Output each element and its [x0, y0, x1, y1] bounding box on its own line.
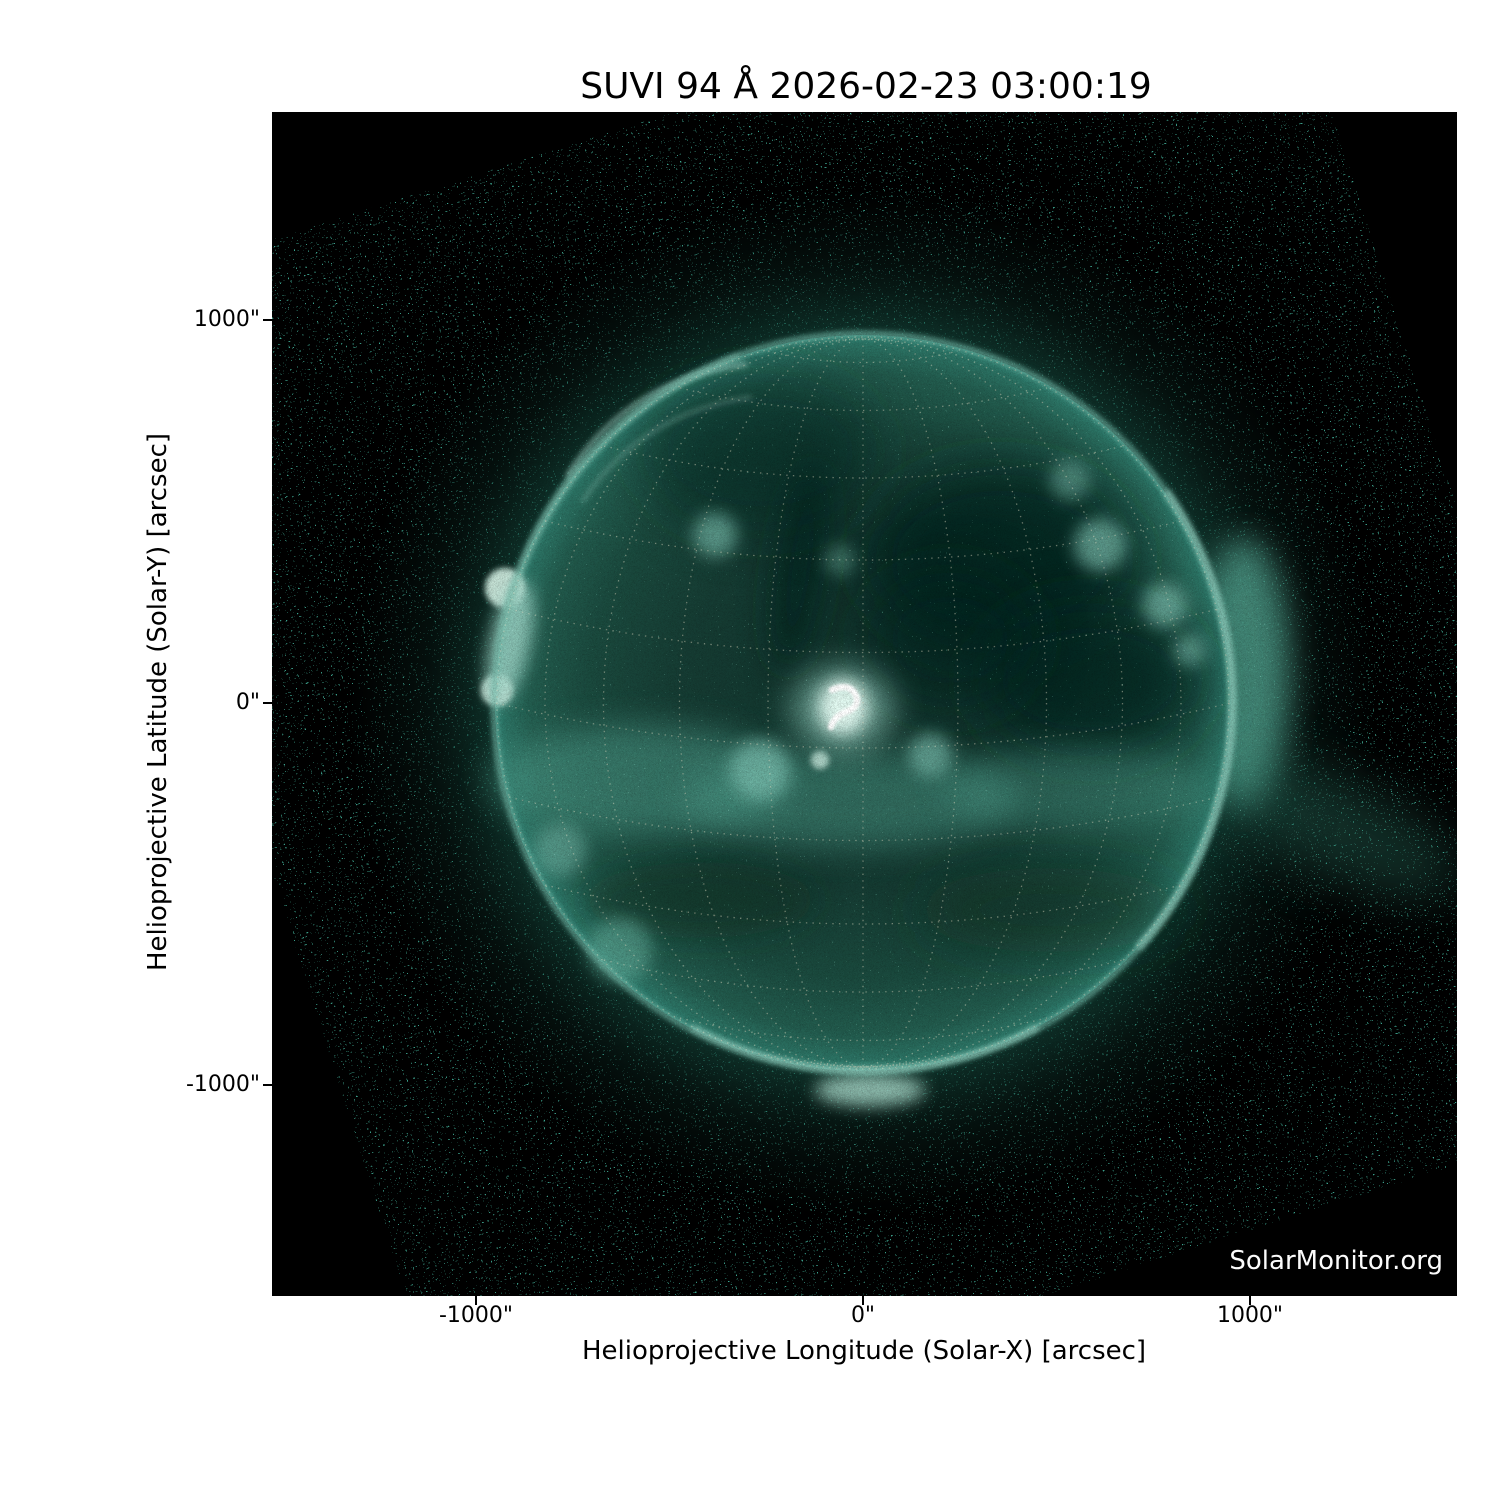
y-tick-mark-0 [263, 702, 272, 704]
y-tick-mark-1000 [263, 319, 272, 321]
y-tick-label-m1000: -1000" [185, 1072, 260, 1097]
x-tick-label-1000: 1000" [1216, 1303, 1284, 1328]
y-tick-label-0: 0" [235, 690, 260, 715]
x-tick-mark-1000 [1249, 1296, 1251, 1305]
x-tick-mark-m1000 [475, 1296, 477, 1305]
solar-image-wrap [89, 0, 1500, 1480]
y-tick-label-1000: 1000" [193, 307, 260, 332]
watermark-text: SolarMonitor.org [1229, 1246, 1443, 1276]
x-tick-mark-0 [862, 1296, 864, 1305]
image-grain [373, 213, 1353, 1193]
page-title: SUVI 94 Å 2026-02-23 03:00:19 [580, 66, 1152, 107]
x-axis-label: Helioprojective Longitude (Solar-X) [arc… [581, 1336, 1147, 1366]
x-tick-label-0: 0" [850, 1303, 876, 1328]
solar-image [89, 0, 1500, 1480]
y-tick-mark-m1000 [263, 1084, 272, 1086]
plot-area: SolarMonitor.org [89, 0, 1500, 1480]
x-tick-label-m1000: -1000" [438, 1303, 514, 1328]
